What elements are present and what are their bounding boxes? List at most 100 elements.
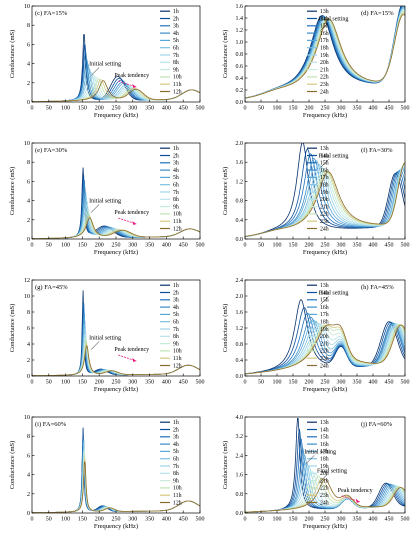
x-tick-label: 50 — [46, 380, 52, 386]
x-axis-label: Frequency (kHz) — [303, 386, 347, 393]
legend-entry: 3h — [173, 161, 179, 167]
y-tick-label: 12 — [24, 278, 30, 284]
x-tick-label: 150 — [78, 243, 87, 249]
legend-entry: 20h — [320, 60, 329, 66]
x-tick-label: 350 — [145, 380, 154, 386]
y-axis-label: Conductance (mS) — [222, 441, 229, 490]
legend-entry: 4h — [173, 442, 179, 448]
x-tick-label: 250 — [321, 243, 330, 249]
legend-entry: 3h — [173, 435, 179, 441]
y-tick-label: 0.0 — [236, 374, 244, 380]
y-tick-label: 1.2 — [236, 326, 244, 332]
annotation-arrow — [320, 159, 329, 168]
legend-entry: 1h — [173, 9, 179, 15]
x-tick-label: 50 — [258, 106, 264, 112]
chart-panel-f: 0 50 100 150 200 250 300 350 400 450 500 0.0 0.4 0.8 1… — [222, 278, 410, 393]
legend-entry: 3h — [173, 298, 179, 304]
x-tick-label: 150 — [289, 380, 298, 386]
legend-entry: 17h — [320, 312, 329, 318]
series-line-24h — [245, 162, 405, 237]
x-tick-label: 100 — [273, 380, 282, 386]
legend-entry: 19h — [320, 464, 329, 470]
x-tick-label: 150 — [289, 106, 298, 112]
series-group — [245, 143, 405, 237]
series-line-24h — [245, 14, 405, 99]
y-tick-label: 4.0 — [236, 415, 244, 421]
x-tick-label: 250 — [112, 243, 121, 249]
series-group — [245, 6, 405, 99]
x-tick-label: 0 — [244, 380, 247, 386]
series-line-12h — [32, 217, 200, 239]
legend-entry: 17h — [320, 449, 329, 455]
x-tick-label: 500 — [401, 243, 410, 249]
legend-entry: 5h — [173, 449, 179, 455]
legend-entry: 9h — [173, 204, 179, 210]
y-tick-label: 0 — [27, 100, 30, 106]
y-tick-label: 1.2 — [236, 28, 244, 34]
series-line-14h — [245, 307, 405, 375]
legend-entry: 12h — [173, 89, 182, 95]
panel-label: (d) FA=15% — [361, 10, 394, 17]
x-tick-label: 500 — [196, 243, 205, 249]
legend-entry: 11h — [173, 493, 182, 499]
legend-entry: 5h — [173, 38, 179, 44]
x-tick-label: 450 — [179, 106, 188, 112]
legend-entry: 1h — [173, 283, 179, 289]
x-tick-label: 450 — [179, 380, 188, 386]
legend-entry: 14h — [320, 427, 329, 433]
tendency-arrowhead — [132, 84, 137, 89]
y-tick-label: 4 — [27, 342, 30, 348]
x-axis-label: Frequency (kHz) — [303, 523, 347, 530]
legend-entry: 12h — [173, 363, 182, 369]
annotation-text: Peak tendency — [114, 210, 149, 216]
x-tick-label: 50 — [258, 517, 264, 523]
legend-entry: 2h — [173, 153, 179, 159]
y-tick-label: 2.4 — [236, 453, 244, 459]
x-tick-label: 0 — [31, 106, 34, 112]
x-tick-label: 300 — [337, 243, 346, 249]
y-tick-label: 1.2 — [236, 179, 244, 185]
y-tick-label: 8 — [27, 310, 30, 316]
x-tick-label: 300 — [337, 517, 346, 523]
x-tick-label: 200 — [305, 517, 314, 523]
series-group — [245, 418, 405, 513]
x-tick-label: 0 — [244, 517, 247, 523]
x-tick-label: 100 — [273, 243, 282, 249]
annotation-arrow — [320, 22, 329, 31]
legend-entry: 8h — [173, 60, 179, 66]
x-tick-label: 400 — [369, 106, 378, 112]
x-tick-label: 100 — [273, 517, 282, 523]
annotation-text: Initial setting — [89, 62, 121, 68]
legend-entry: 6h — [173, 320, 179, 326]
series-line-24h — [245, 323, 405, 375]
y-tick-label: 0.8 — [236, 199, 244, 205]
legend-entry: 22h — [320, 212, 329, 218]
legend-entry: 6h — [173, 183, 179, 189]
x-tick-label: 350 — [145, 106, 154, 112]
y-tick-label: 8 — [27, 23, 30, 29]
y-tick-label: 0.8 — [236, 492, 244, 498]
legend-entry: 10h — [173, 212, 182, 218]
tendency-arrowhead — [355, 498, 360, 503]
legend-entry: 12h — [173, 500, 182, 506]
legend-entry: 7h — [173, 464, 179, 470]
x-tick-label: 150 — [289, 517, 298, 523]
legend-entry: 4h — [173, 31, 179, 37]
x-tick-label: 350 — [145, 517, 154, 523]
legend-entry: 11h — [173, 82, 182, 88]
x-axis-label: Frequency (kHz) — [94, 112, 138, 119]
annotation-text: Final setting — [319, 290, 349, 296]
y-tick-label: 2 — [27, 358, 30, 364]
x-tick-label: 200 — [305, 380, 314, 386]
legend-entry: 9h — [173, 341, 179, 347]
legend-entry: 13h — [320, 283, 329, 289]
x-tick-label: 500 — [401, 380, 410, 386]
x-tick-label: 200 — [95, 517, 104, 523]
x-tick-label: 300 — [128, 517, 137, 523]
x-tick-label: 300 — [337, 106, 346, 112]
x-tick-label: 250 — [321, 106, 330, 112]
legend-entry: 16h — [320, 442, 329, 448]
legend-entry: 24h — [320, 500, 329, 506]
x-tick-label: 100 — [61, 106, 70, 112]
legend-entry: 5h — [173, 312, 179, 318]
